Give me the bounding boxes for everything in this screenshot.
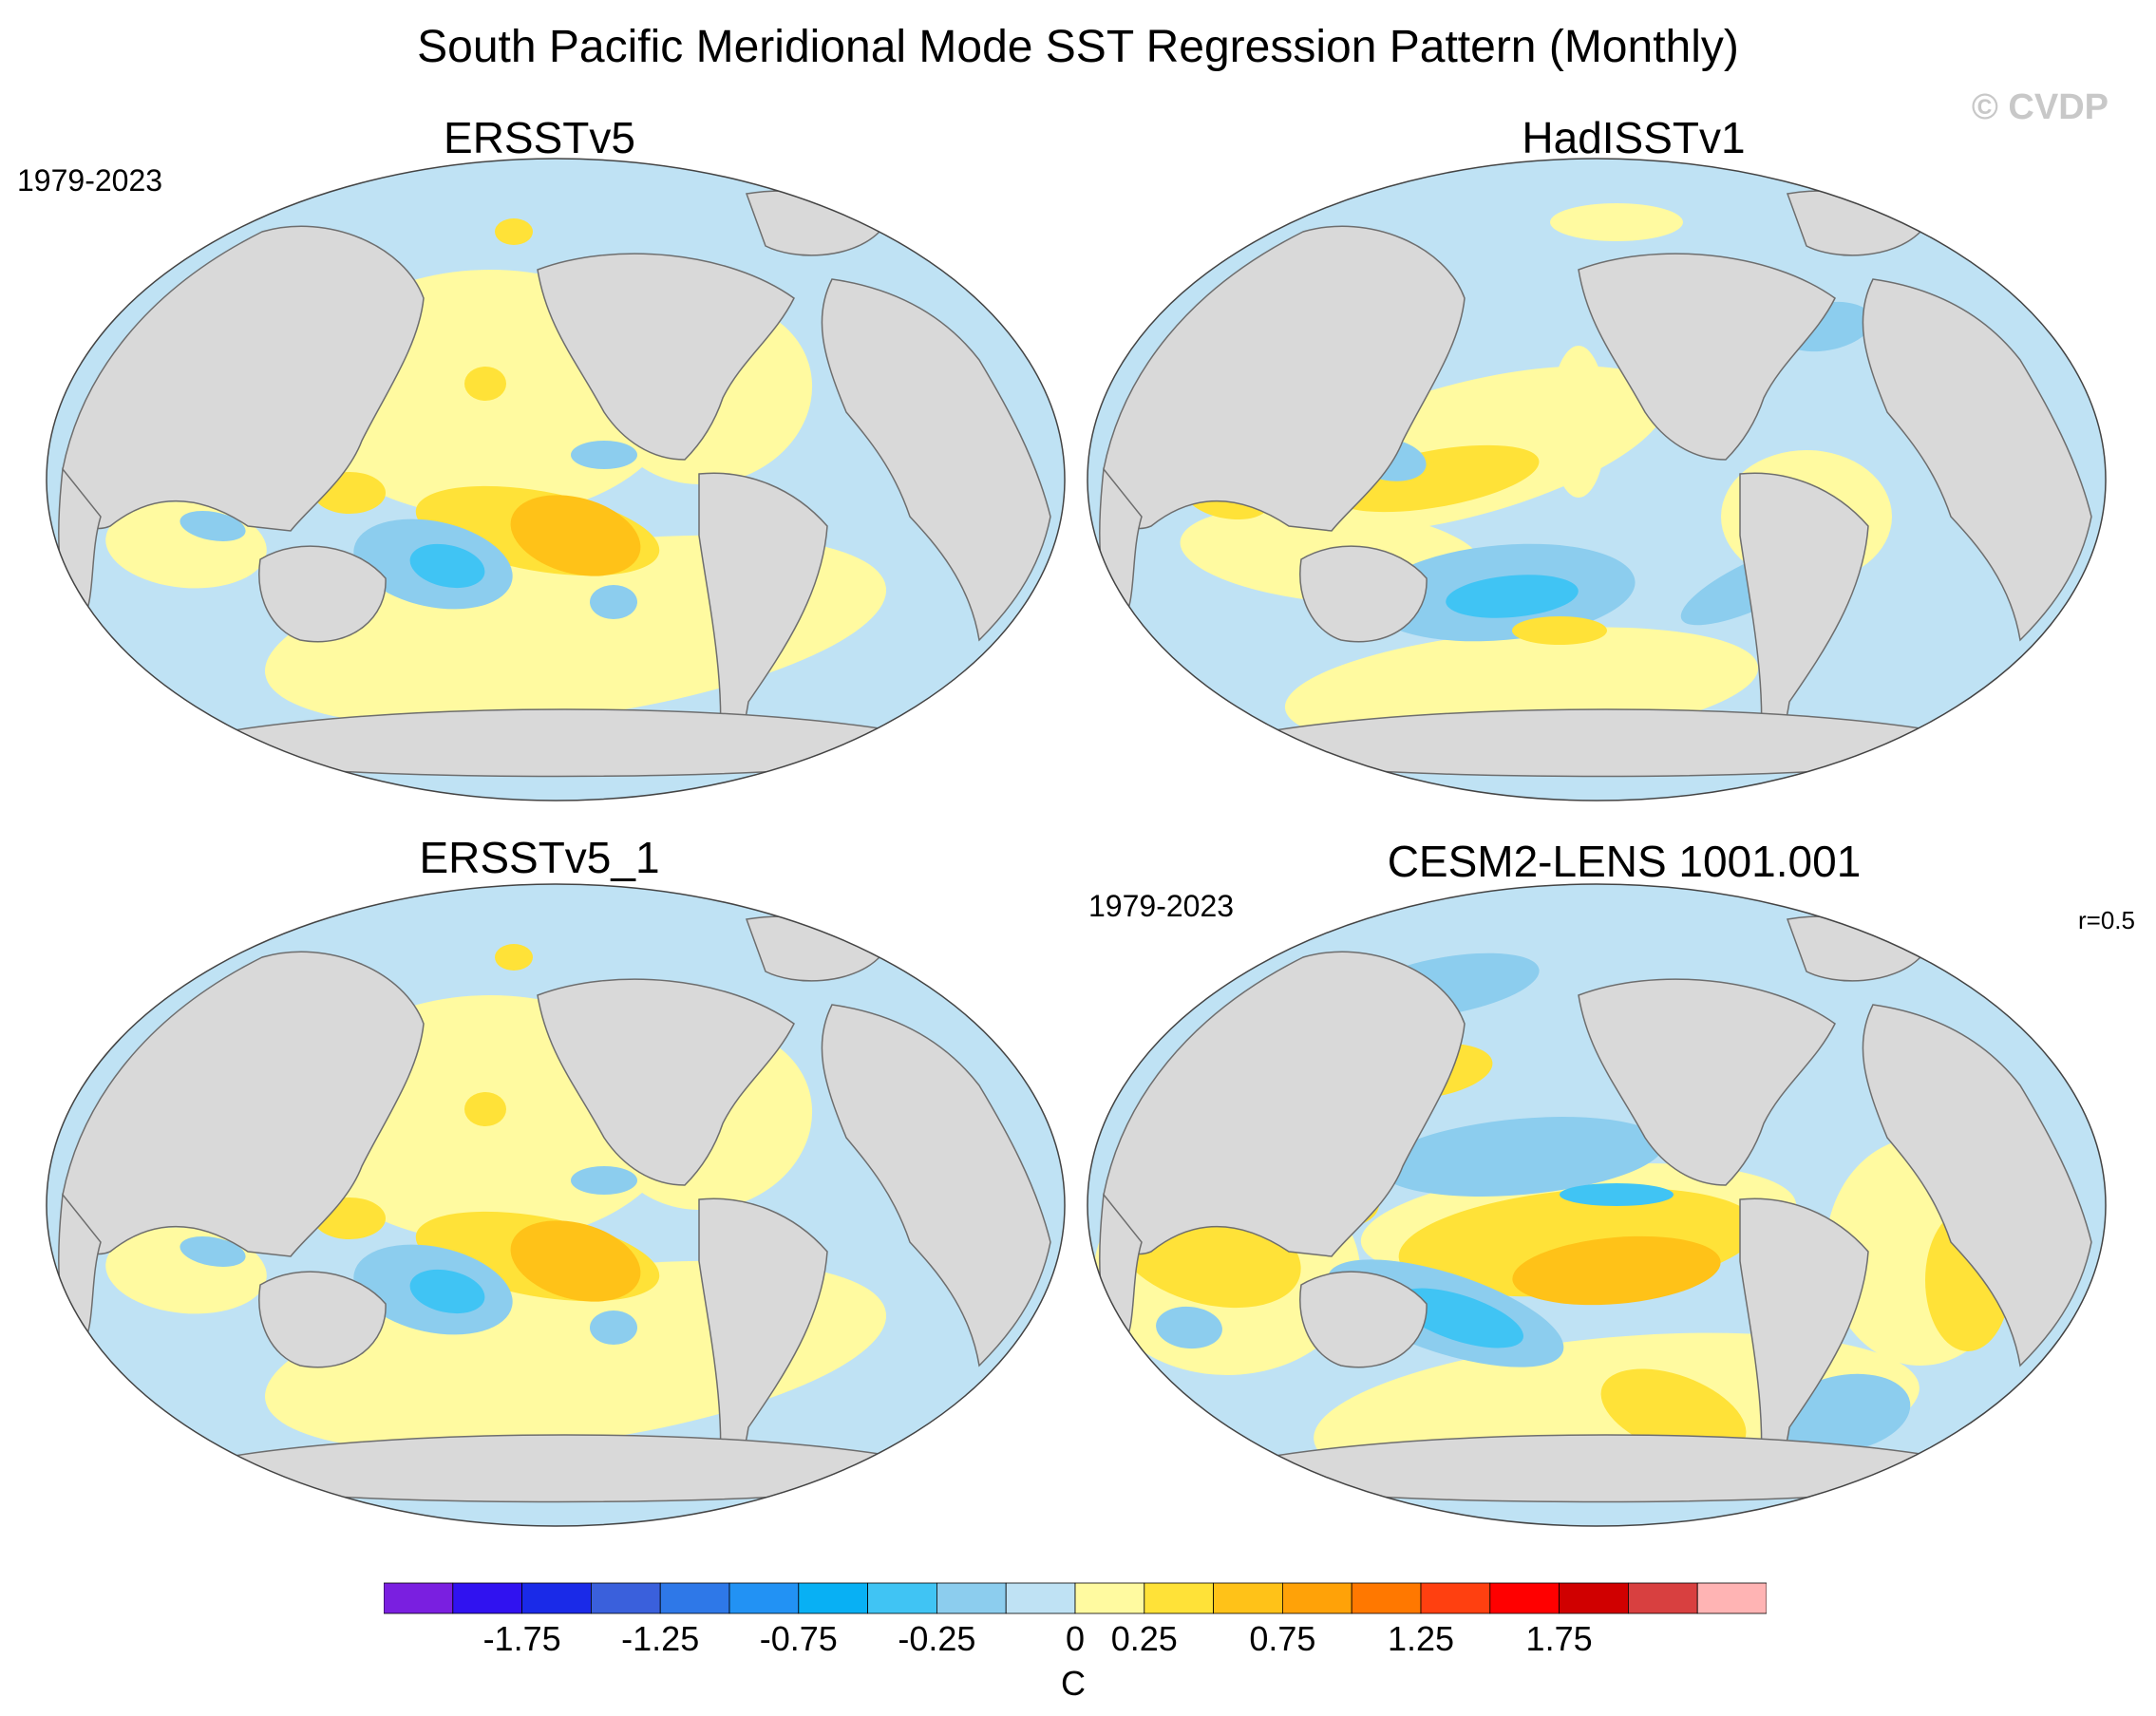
colorbar-tick-label: 1.75: [1525, 1619, 1593, 1658]
land-mass: [821, 278, 1051, 642]
land-mass: [1578, 253, 1836, 461]
sst-anomaly-region: [1550, 346, 1607, 498]
land-mass: [537, 253, 795, 461]
land-mass: [698, 1197, 828, 1492]
map-hadisstv1: [1087, 158, 2107, 801]
sst-anomaly-region: [571, 441, 637, 469]
colorbar-box: [936, 1582, 1007, 1614]
sst-anomaly-region: [1512, 1235, 1721, 1306]
colorbar-box: [867, 1582, 937, 1614]
colorbar-box: [1213, 1582, 1283, 1614]
colorbar-box: [1144, 1582, 1214, 1614]
land-mass: [258, 545, 387, 643]
land-mass: [537, 978, 795, 1186]
sst-anomaly-region: [180, 1236, 246, 1267]
globe-outline: [46, 883, 1066, 1527]
map-ersstv5: [46, 158, 1066, 801]
colorbar-tick-label: 0: [1065, 1619, 1086, 1658]
globe-outline: [1087, 158, 2107, 801]
colorbar-box: [728, 1582, 800, 1614]
sst-anomaly-region: [510, 1220, 641, 1302]
sst-anomaly-region: [1512, 616, 1607, 645]
globe-outline: [46, 158, 1066, 801]
land-mass: [1299, 545, 1428, 643]
panel-title-ersstv5: ERSSTv5: [444, 113, 635, 162]
land-mass: [1786, 190, 1921, 256]
colorbar-box: [1628, 1582, 1698, 1614]
colorbar-box: [1489, 1582, 1560, 1614]
sst-anomaly-region: [1550, 203, 1683, 241]
sst-anomaly-region: [1379, 1117, 1664, 1197]
panel-title-cesm2-lens: CESM2-LENS 1001.001: [1387, 837, 1862, 886]
colorbar-box: [384, 1582, 454, 1614]
globe-outline: [1087, 883, 2107, 1527]
panel-title-ersstv5-1: ERSSTv5_1: [419, 833, 660, 882]
land-mass: [62, 225, 425, 532]
map-ersstv5-1: [46, 883, 1066, 1527]
panel-title-hadisstv1: HadISSTv1: [1522, 113, 1746, 162]
sst-anomaly-region: [464, 1092, 506, 1126]
sst-anomaly-region: [409, 543, 485, 589]
land-mass: [258, 1271, 387, 1368]
land-mass: [1299, 1271, 1428, 1368]
colorbar-box: [452, 1582, 523, 1614]
cvdp-watermark: © CVDP: [1971, 87, 2109, 127]
colorbar-tick-label: -0.75: [759, 1619, 838, 1658]
sst-anomaly-region: [590, 585, 637, 619]
colorbar-tick-label: -1.75: [482, 1619, 561, 1658]
land-mass: [1103, 225, 1466, 532]
sst-anomaly-region: [1417, 447, 1531, 491]
map-cesm2-lens: [1087, 883, 2107, 1527]
colorbar-units: C: [1061, 1664, 1086, 1703]
land-mass: [1862, 278, 2092, 642]
land-mass: [62, 951, 425, 1257]
land-mass: [745, 190, 880, 256]
colorbar: [384, 1582, 1767, 1614]
colorbar-tick-label: 1.25: [1387, 1619, 1455, 1658]
panel-period-cesm2-lens: 1979-2023: [1088, 889, 1235, 923]
land-mass: [1578, 978, 1836, 1186]
sst-anomaly-region: [409, 1269, 485, 1314]
land-mass: [698, 472, 828, 766]
colorbar-box: [1559, 1582, 1629, 1614]
sst-anomaly-region: [1560, 1183, 1674, 1206]
sst-anomaly-region: [1446, 575, 1579, 618]
sst-anomaly-region: [510, 495, 641, 576]
panel-period-ersstv5: 1979-2023: [17, 163, 163, 198]
land-mass: [1739, 1197, 1869, 1492]
sst-anomaly-region: [177, 160, 291, 208]
sst-anomaly-region: [495, 944, 533, 971]
sst-anomaly-region: [495, 218, 533, 245]
figure-title: South Pacific Meridional Mode SST Regres…: [417, 22, 1739, 72]
colorbar-box: [659, 1582, 730, 1614]
sst-anomaly-region: [571, 1166, 637, 1195]
colorbar-box: [1282, 1582, 1352, 1614]
colorbar-tick-label: 0.25: [1110, 1619, 1178, 1658]
sst-anomaly-region: [464, 367, 506, 401]
colorbar-box: [1351, 1582, 1422, 1614]
land-mass: [821, 1004, 1051, 1367]
sst-anomaly-region: [180, 511, 246, 541]
land-mass: [1786, 915, 1921, 982]
land-mass: [1862, 1004, 2092, 1367]
panel-correlation: r=0.5: [2078, 906, 2135, 934]
sst-anomaly-region: [1396, 1288, 1523, 1348]
sst-anomaly-region: [177, 886, 291, 933]
colorbar-box: [1074, 1582, 1145, 1614]
land-mass: [745, 915, 880, 982]
sst-anomaly-region: [590, 1311, 637, 1345]
colorbar-tick-label: -0.25: [898, 1619, 976, 1658]
colorbar-box: [1420, 1582, 1491, 1614]
colorbar-box: [1696, 1582, 1767, 1614]
colorbar-tick-label: -1.25: [621, 1619, 700, 1658]
land-mass: [1103, 951, 1466, 1257]
colorbar-box: [521, 1582, 592, 1614]
colorbar-box: [798, 1582, 868, 1614]
sst-anomaly-region: [1156, 1306, 1222, 1349]
land-mass: [1739, 472, 1869, 766]
colorbar-tick-label: 0.75: [1249, 1619, 1316, 1658]
colorbar-box: [1005, 1582, 1076, 1614]
colorbar-box: [590, 1582, 661, 1614]
